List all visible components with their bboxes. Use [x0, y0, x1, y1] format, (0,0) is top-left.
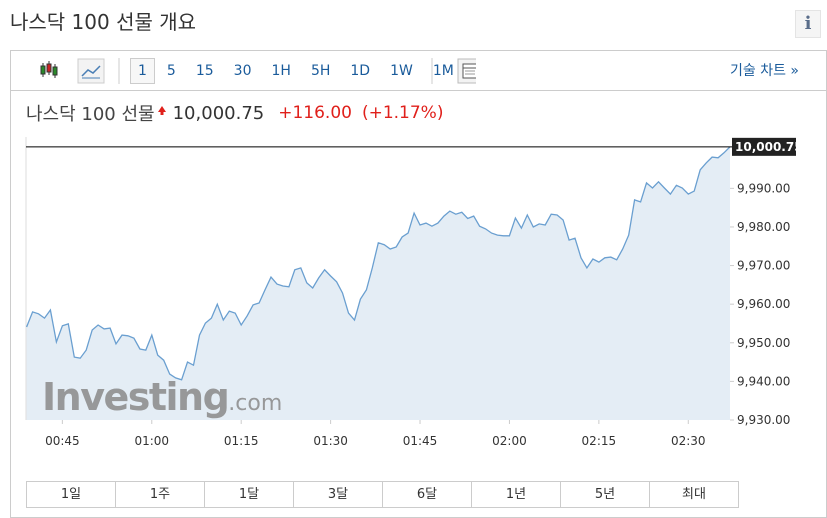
- watermark-suffix: .com: [228, 391, 282, 416]
- interval-button[interactable]: 30: [233, 63, 252, 79]
- y-tick-label: 9,930.00: [737, 413, 790, 427]
- interval-button[interactable]: 1M: [432, 63, 454, 79]
- y-tick-label: 9,950.00: [737, 336, 790, 350]
- quote-row: 나스닥 100 선물 10,000.75 +116.00 (+1.17%): [26, 100, 443, 126]
- interval-button[interactable]: 1D: [350, 63, 371, 79]
- instrument-name: 나스닥 100 선물: [26, 104, 155, 125]
- line-chart-icon[interactable]: [77, 58, 105, 84]
- x-tick-label: 02:30: [671, 434, 706, 448]
- y-tick-label: 9,960.00: [737, 297, 790, 311]
- x-tick-label: 01:45: [403, 434, 438, 448]
- interval-button[interactable]: 1H: [271, 63, 291, 79]
- x-tick-label: 00:45: [45, 434, 80, 448]
- y-tick-label: 9,970.00: [737, 259, 790, 273]
- technical-chart-link[interactable]: 기술 차트 »: [730, 63, 799, 79]
- range-button[interactable]: 1년: [472, 481, 561, 508]
- interval-button[interactable]: 5: [166, 63, 176, 79]
- range-button[interactable]: 3달: [294, 481, 383, 508]
- range-buttons: 1일 1주 1달 3달 6달 1년 5년 최대: [26, 481, 739, 508]
- page-title: 나스닥 100 선물 개요: [10, 10, 197, 34]
- interval-button[interactable]: 15: [195, 63, 214, 79]
- range-button[interactable]: 1일: [27, 481, 116, 508]
- last-price: 10,000.75: [172, 102, 265, 124]
- y-tick-label: 9,940.00: [737, 374, 790, 388]
- x-tick-label: 02:00: [492, 434, 527, 448]
- interval-button[interactable]: 1: [130, 58, 155, 84]
- candlestick-icon[interactable]: [40, 61, 58, 78]
- watermark: Investing.com: [42, 375, 282, 419]
- range-button[interactable]: 1주: [116, 481, 205, 508]
- info-button[interactable]: i: [795, 10, 821, 38]
- toolbar-icons: [40, 58, 476, 84]
- price-change-percent: (+1.17%): [361, 103, 444, 123]
- range-button[interactable]: 6달: [383, 481, 472, 508]
- x-tick-label: 01:15: [224, 434, 259, 448]
- table-icon[interactable]: [457, 58, 476, 84]
- last-price-tag: [732, 137, 796, 156]
- price-change: +116.00: [278, 103, 352, 123]
- up-arrow-icon: [157, 106, 166, 115]
- x-tick-label: 02:15: [582, 434, 617, 448]
- x-tick-label: 01:30: [313, 434, 348, 448]
- interval-button[interactable]: 5H: [310, 63, 331, 79]
- last-price-label: 10,000.75: [735, 140, 803, 154]
- interval-button[interactable]: 1W: [390, 63, 413, 79]
- watermark-brand: Investing: [42, 375, 228, 419]
- y-tick-label: 9,980.00: [737, 220, 790, 234]
- toolbar-divider: [11, 90, 826, 91]
- price-line: [25, 146, 731, 381]
- range-button[interactable]: 5년: [561, 481, 650, 508]
- range-button[interactable]: 최대: [650, 481, 739, 508]
- range-button[interactable]: 1달: [205, 481, 294, 508]
- y-tick-label: 9,990.00: [737, 181, 790, 195]
- x-tick-label: 01:00: [134, 434, 169, 448]
- interval-buttons: 1 5 15 30 1H 5H 1D 1W 1M: [130, 58, 466, 84]
